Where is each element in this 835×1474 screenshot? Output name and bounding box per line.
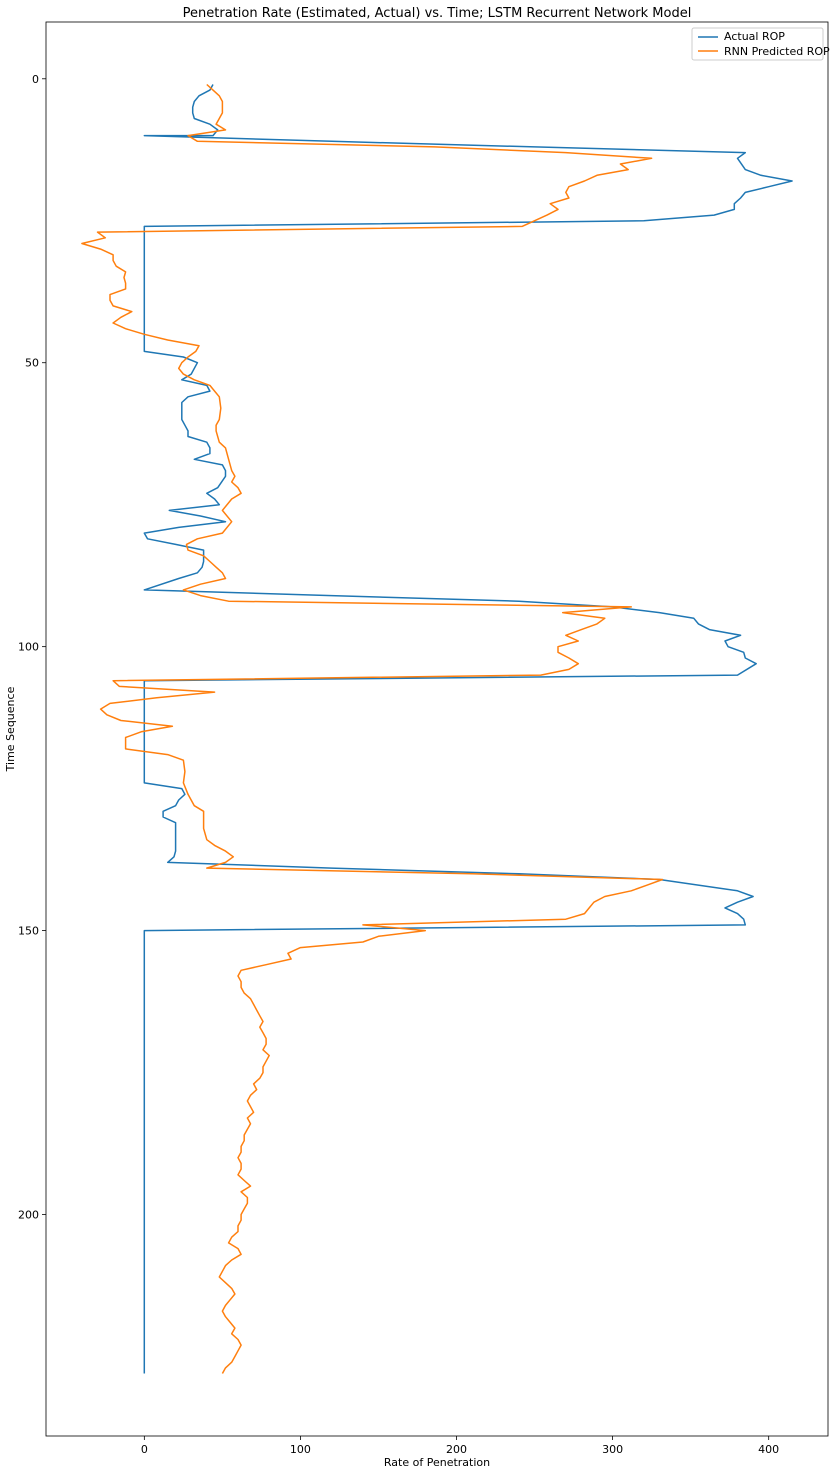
x-tick-label: 100 xyxy=(290,1443,311,1456)
y-tick-label: 50 xyxy=(25,357,39,370)
plot-area xyxy=(46,22,828,1436)
y-axis-label: Time Sequence xyxy=(4,686,17,772)
y-tick-label: 100 xyxy=(18,641,39,654)
x-axis-label: Rate of Penetration xyxy=(384,1456,490,1469)
y-tick-label: 150 xyxy=(18,925,39,938)
x-tick-label: 400 xyxy=(758,1443,779,1456)
y-tick-label: 200 xyxy=(18,1209,39,1222)
chart-title: Penetration Rate (Estimated, Actual) vs.… xyxy=(183,6,692,21)
legend-box xyxy=(691,27,824,61)
series-layer xyxy=(81,83,793,1374)
plot-frame xyxy=(45,21,829,1437)
x-tick-label: 0 xyxy=(141,1443,148,1456)
series-line-rnn-predicted-rop xyxy=(81,83,664,1374)
legend-label-rnn-predicted-rop: RNN Predicted ROP xyxy=(724,45,830,58)
y-axis: 0 50 100 150 200 xyxy=(18,73,46,1222)
x-tick-label: 300 xyxy=(602,1443,623,1456)
x-tick-label: 200 xyxy=(446,1443,467,1456)
series-line-actual-rop xyxy=(143,84,793,1374)
y-tick-label: 0 xyxy=(32,73,39,86)
legend-label-actual-rop: Actual ROP xyxy=(724,30,785,43)
x-axis: 0 100 200 300 400 xyxy=(141,1436,779,1456)
legend: Actual ROP RNN Predicted ROP xyxy=(691,27,830,61)
